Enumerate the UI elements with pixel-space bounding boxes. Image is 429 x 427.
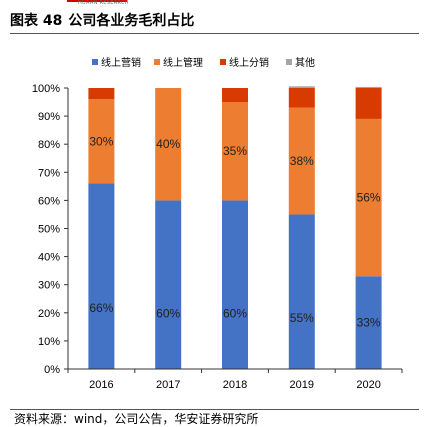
figure-number: 图表 48 bbox=[10, 13, 63, 29]
y-tick-label: 60% bbox=[38, 195, 60, 207]
x-tick-label: 2018 bbox=[223, 379, 247, 391]
figure-title-row: 图表 48 公司各业务毛利占比 bbox=[10, 11, 419, 31]
data-label: 38% bbox=[290, 154, 314, 168]
data-label: 30% bbox=[89, 134, 113, 148]
data-label: 56% bbox=[357, 191, 381, 205]
y-tick-label: 50% bbox=[38, 224, 60, 236]
bar-segment-2 bbox=[222, 88, 248, 103]
legend-swatch-1 bbox=[154, 59, 160, 65]
x-tick-label: 2019 bbox=[290, 379, 314, 391]
bar-segment-0 bbox=[88, 183, 115, 369]
x-tick-label: 2020 bbox=[356, 379, 380, 391]
y-tick-label: 100% bbox=[32, 83, 60, 95]
source-note: 资料来源：wind，公司公告，华安证券研究所 bbox=[14, 412, 259, 426]
data-label: 35% bbox=[223, 144, 247, 158]
y-tick-label: 30% bbox=[38, 280, 60, 292]
x-tick-label: 2017 bbox=[156, 379, 180, 391]
bar-segment-1 bbox=[88, 99, 115, 184]
y-tick-label: 80% bbox=[38, 139, 60, 151]
bar-segment-1 bbox=[155, 88, 182, 201]
data-label: 66% bbox=[89, 301, 113, 315]
legend-label-0: 线上营销 bbox=[101, 56, 141, 69]
bar-segment-0 bbox=[288, 214, 315, 369]
footer-divider bbox=[10, 409, 419, 410]
figure-title: 公司各业务毛利占比 bbox=[68, 13, 195, 29]
y-tick-label: 20% bbox=[38, 308, 60, 320]
data-label: 55% bbox=[290, 311, 314, 325]
y-tick-label: 40% bbox=[38, 252, 60, 264]
y-tick-label: 10% bbox=[38, 336, 60, 348]
legend-swatch-0 bbox=[92, 59, 98, 65]
bar-segment-2 bbox=[355, 88, 382, 119]
legend-label-3: 其他 bbox=[295, 56, 315, 69]
chart-bars bbox=[88, 86, 382, 369]
y-tick-label: 90% bbox=[38, 111, 60, 123]
y-tick-label: 0% bbox=[44, 364, 60, 376]
legend-label-2: 线上分销 bbox=[229, 56, 269, 69]
bar-segment-2 bbox=[288, 88, 315, 108]
brand-text: HUAAN RESEARCH bbox=[78, 0, 129, 6]
bar-segment-0 bbox=[155, 200, 182, 369]
bar-segment-0 bbox=[222, 200, 248, 369]
x-axis: 2016 2017 2018 2019 2020 bbox=[67, 368, 403, 391]
data-labels: 66% 30% 60% 40% 60% 35% 55% 38% 33% 56% bbox=[89, 134, 381, 329]
bar-segment-3 bbox=[355, 86, 382, 88]
x-tick-label: 2016 bbox=[89, 379, 113, 391]
y-axis: 0% 10% 20% 30% 40% 50% 60% 70% 80% 90% 100% bbox=[32, 83, 69, 376]
bar-segment-1 bbox=[355, 118, 382, 277]
bar-segment-2 bbox=[88, 88, 115, 100]
legend-label-1: 线上管理 bbox=[163, 56, 203, 69]
bar-segment-3 bbox=[288, 86, 315, 88]
legend-swatch-3 bbox=[286, 59, 292, 65]
stacked-bar-chart: 线上营销 线上管理 线上分销 其他 0% 10% 20% 30% 40% 50% 60% 70% 80… bbox=[32, 56, 403, 391]
y-tick-label: 70% bbox=[38, 167, 60, 179]
bar-segment-0 bbox=[355, 276, 382, 369]
brand-accent-bar bbox=[67, 0, 127, 2]
title-divider bbox=[10, 33, 419, 34]
legend-swatch-2 bbox=[220, 59, 226, 65]
chart-legend: 线上营销 线上管理 线上分销 其他 bbox=[92, 56, 315, 69]
data-label: 40% bbox=[156, 137, 180, 151]
bar-segment-1 bbox=[288, 107, 315, 215]
bar-segment-1 bbox=[222, 102, 248, 201]
data-label: 60% bbox=[223, 306, 247, 320]
brand-header: HUAAN RESEARCH bbox=[12, 0, 192, 6]
data-label: 60% bbox=[156, 306, 180, 320]
data-label: 33% bbox=[357, 316, 381, 330]
